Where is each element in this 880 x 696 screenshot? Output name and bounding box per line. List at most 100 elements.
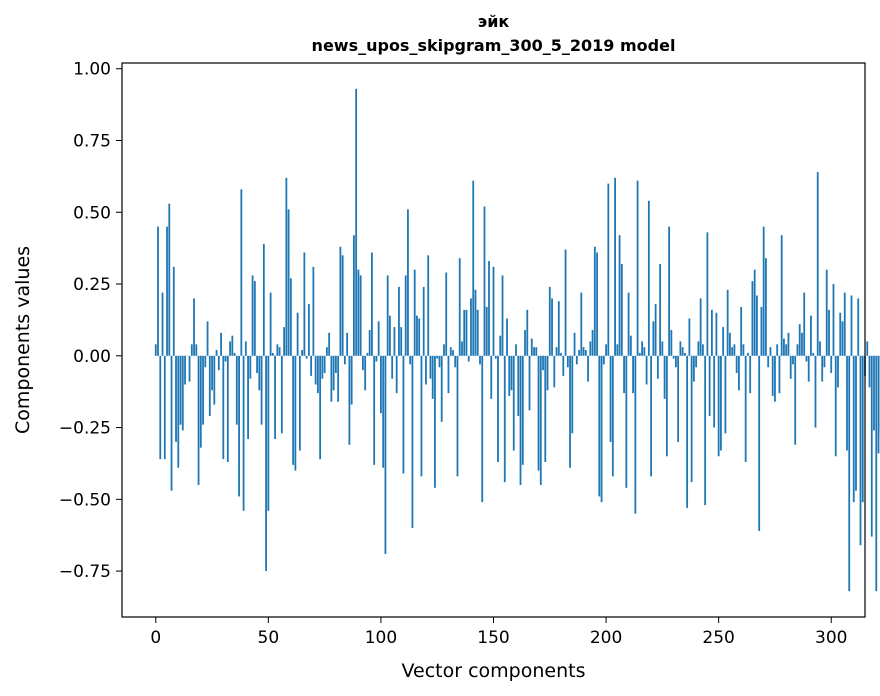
bar xyxy=(184,355,186,385)
bar xyxy=(208,355,211,417)
bar xyxy=(629,335,632,356)
x-axis-label: Vector components xyxy=(402,660,586,682)
bar xyxy=(706,232,709,356)
x-tick-label: 50 xyxy=(258,628,280,648)
bar xyxy=(204,355,207,368)
bar xyxy=(253,281,256,356)
bar xyxy=(578,350,580,356)
bar xyxy=(287,209,290,356)
bar xyxy=(546,355,549,391)
bar xyxy=(562,355,565,376)
x-axis: 0 50 100 150 200 250 300 xyxy=(150,617,847,648)
y-tick-label: −0.75 xyxy=(59,562,111,582)
bar xyxy=(776,344,779,356)
bar xyxy=(647,200,650,356)
bar xyxy=(240,189,243,356)
bar xyxy=(602,355,605,365)
bar xyxy=(307,304,310,356)
bar xyxy=(179,355,182,425)
bar xyxy=(789,355,792,379)
bar xyxy=(834,355,837,457)
bar xyxy=(857,298,860,356)
bar xyxy=(407,209,409,356)
y-axis-label: Components values xyxy=(12,246,34,434)
bar xyxy=(787,332,790,356)
bar xyxy=(175,355,177,442)
bar xyxy=(785,344,788,356)
bar xyxy=(429,355,432,379)
bar xyxy=(825,269,828,356)
bar xyxy=(488,261,490,356)
bar xyxy=(341,255,344,356)
bar xyxy=(289,278,292,356)
bar xyxy=(461,341,463,356)
bar xyxy=(422,286,425,356)
bar xyxy=(319,355,322,460)
bar xyxy=(792,355,794,365)
bar xyxy=(262,243,265,356)
bar xyxy=(314,355,317,385)
bar xyxy=(711,309,713,356)
bar xyxy=(265,355,267,572)
bar xyxy=(812,352,815,356)
bar xyxy=(692,355,695,382)
bar xyxy=(708,355,711,417)
bar xyxy=(269,292,272,356)
bar xyxy=(235,355,238,425)
bar xyxy=(199,355,202,448)
bar xyxy=(211,355,213,391)
bar xyxy=(485,306,488,356)
bar xyxy=(323,355,326,374)
bar xyxy=(271,352,274,356)
bar xyxy=(325,347,328,356)
bar xyxy=(656,355,659,379)
bar xyxy=(614,177,616,356)
bar xyxy=(301,350,304,356)
bar xyxy=(274,355,276,440)
bar xyxy=(650,355,653,477)
bar xyxy=(555,347,558,356)
bar xyxy=(517,355,520,417)
bar xyxy=(551,298,553,356)
bar xyxy=(377,321,380,356)
bar xyxy=(783,338,785,356)
x-tick-label: 200 xyxy=(590,628,622,648)
bar xyxy=(350,355,353,405)
bar xyxy=(850,295,853,356)
bar xyxy=(434,355,436,488)
bar xyxy=(292,355,295,465)
bar xyxy=(533,347,535,356)
bar xyxy=(580,292,583,356)
chart-title: эйк xyxy=(478,12,510,31)
bar xyxy=(499,335,502,356)
bar xyxy=(355,88,358,356)
bar xyxy=(530,338,533,356)
bar xyxy=(819,341,821,356)
bar xyxy=(848,355,851,592)
bar xyxy=(276,344,279,356)
bar xyxy=(154,344,157,356)
bar xyxy=(638,352,641,356)
bar xyxy=(440,355,443,422)
bar xyxy=(449,347,452,356)
bar xyxy=(870,355,873,537)
bar xyxy=(402,355,405,474)
bar xyxy=(663,355,666,399)
bar xyxy=(501,275,504,356)
bar xyxy=(780,235,783,356)
bar xyxy=(605,344,607,356)
bar xyxy=(161,292,164,356)
bar xyxy=(794,355,797,445)
bar xyxy=(260,355,263,425)
bar xyxy=(231,335,234,356)
bar xyxy=(371,252,373,356)
bar xyxy=(366,352,369,356)
x-tick-label: 300 xyxy=(815,628,847,648)
bar xyxy=(625,355,628,488)
bar xyxy=(769,347,772,356)
bar xyxy=(418,318,421,356)
bar xyxy=(170,355,173,491)
bar xyxy=(217,355,220,371)
bar xyxy=(537,355,540,471)
bar xyxy=(852,355,855,503)
